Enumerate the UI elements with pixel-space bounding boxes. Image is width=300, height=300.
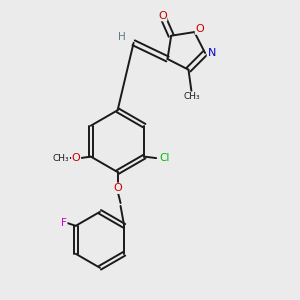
Text: O: O xyxy=(158,11,167,21)
Text: O: O xyxy=(195,24,204,34)
Text: CH₃: CH₃ xyxy=(53,154,69,163)
Text: CH₃: CH₃ xyxy=(184,92,200,101)
Text: H: H xyxy=(118,32,126,42)
Text: O: O xyxy=(72,153,80,163)
Text: F: F xyxy=(61,218,67,228)
Text: O: O xyxy=(113,183,122,193)
Text: N: N xyxy=(207,48,216,58)
Text: Cl: Cl xyxy=(159,153,170,163)
